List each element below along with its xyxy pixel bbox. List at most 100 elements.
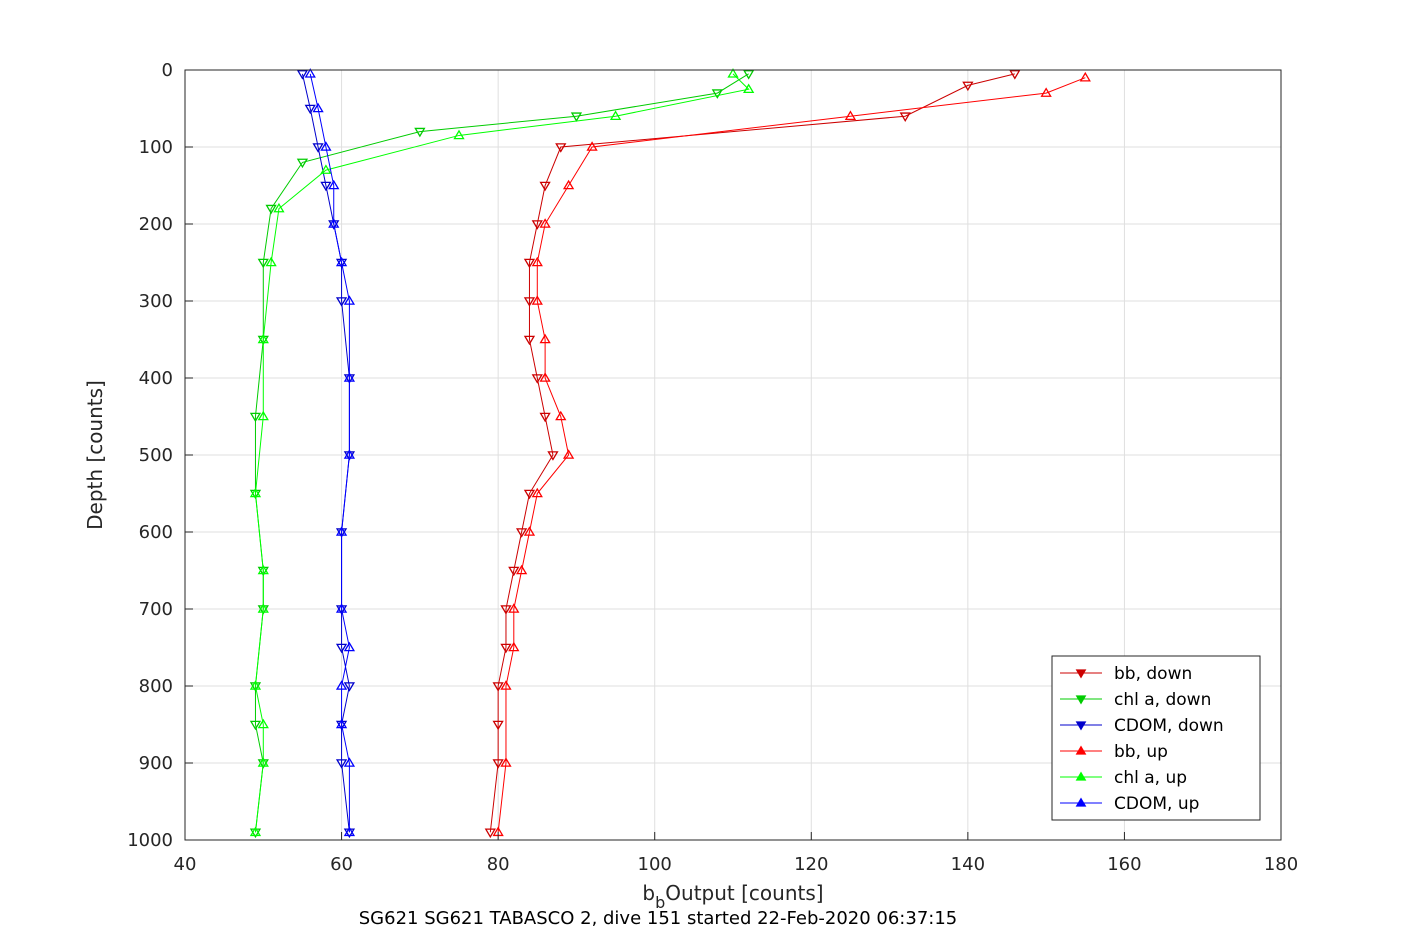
data-point (273, 202, 285, 213)
data-point (312, 102, 324, 113)
data-point (320, 164, 332, 174)
data-point (539, 333, 551, 344)
y-tick-label: 300 (139, 291, 173, 312)
data-point (743, 70, 755, 80)
y-axis-label: Depth [counts] (83, 380, 107, 530)
data-point (265, 256, 277, 267)
data-point (1040, 87, 1052, 97)
data-point (343, 295, 356, 305)
y-tick-label: 800 (139, 676, 173, 697)
legend-item: CDOM, up (1060, 794, 1199, 814)
series-cdom-up (304, 68, 356, 837)
data-point (844, 110, 857, 120)
legend-marker (1075, 745, 1087, 755)
data-point (257, 258, 269, 269)
x-tick-label: 100 (638, 854, 672, 875)
data-point (343, 449, 356, 459)
data-point (335, 258, 348, 269)
legend-label: bb, up (1114, 742, 1168, 762)
series-line (254, 73, 749, 833)
data-point (523, 489, 536, 500)
y-tick-label: 200 (139, 214, 173, 235)
data-point (523, 297, 536, 307)
x-tick-label: 140 (951, 854, 985, 875)
data-point (335, 680, 348, 690)
data-point (586, 141, 598, 151)
legend-marker (1075, 797, 1087, 807)
data-point (609, 110, 622, 120)
x-tick-label: 180 (1264, 854, 1298, 875)
y-tick-label: 0 (162, 60, 173, 81)
data-point (1009, 70, 1021, 80)
legend-label: CDOM, down (1114, 716, 1224, 736)
x-tick-label: 60 (330, 854, 353, 875)
series-line (497, 77, 1086, 833)
series-bb-down (484, 70, 1021, 839)
data-point (343, 372, 356, 382)
data-point (335, 526, 348, 536)
data-point (515, 564, 528, 575)
data-point (249, 412, 262, 423)
data-point (414, 127, 426, 138)
legend-label: bb, down (1114, 664, 1192, 684)
data-point (508, 641, 520, 652)
legend-item: CDOM, down (1060, 716, 1224, 736)
data-point (539, 181, 551, 192)
y-tick-label: 1000 (127, 830, 173, 851)
legend-item: chl a, down (1060, 690, 1211, 710)
legend-marker (1075, 771, 1087, 781)
legend-label: CDOM, up (1114, 794, 1199, 814)
legend-item: chl a, up (1060, 768, 1187, 788)
data-point (257, 603, 269, 613)
series-line (309, 73, 350, 833)
data-point (547, 451, 559, 461)
data-point (343, 641, 356, 652)
data-point (343, 826, 356, 837)
x-axis-label-main: b (642, 881, 655, 905)
data-point (484, 828, 496, 839)
legend-label: chl a, up (1114, 768, 1187, 788)
data-point (296, 70, 309, 80)
data-point (500, 643, 512, 654)
legend-marker (1075, 695, 1087, 705)
data-point (335, 256, 348, 267)
y-tick-label: 700 (139, 599, 173, 620)
data-point (899, 112, 911, 122)
legend-item: bb, down (1060, 664, 1192, 684)
data-point (257, 410, 269, 421)
data-point (492, 759, 504, 769)
x-axis-label-subscript: b (655, 893, 665, 912)
series-line (254, 73, 750, 833)
data-point (570, 112, 583, 122)
data-point (257, 718, 269, 729)
y-tick-label: 100 (139, 137, 173, 158)
series-line (489, 73, 1015, 833)
series-bb-up (492, 71, 1091, 837)
data-point (304, 104, 316, 115)
data-point (500, 605, 512, 615)
data-point (531, 487, 543, 498)
data-point (335, 603, 348, 613)
data-point (335, 297, 348, 307)
y-tick-label: 400 (139, 368, 173, 389)
data-point (539, 412, 551, 423)
data-point (453, 129, 465, 140)
data-point (320, 141, 332, 151)
data-point (500, 757, 512, 767)
data-point (515, 528, 528, 538)
data-point (257, 757, 269, 767)
legend-marker (1075, 721, 1087, 731)
data-point (508, 566, 520, 577)
data-point (531, 374, 543, 384)
data-point (328, 179, 340, 190)
series-chl-a-up (249, 68, 755, 837)
x-tick-label: 40 (174, 854, 197, 875)
data-point (539, 372, 551, 382)
data-point (492, 682, 504, 692)
data-point (304, 68, 316, 78)
legend-label: chl a, down (1114, 690, 1211, 710)
plot-footer-title: SG621 SG621 TABASCO 2, dive 151 started … (359, 908, 958, 929)
data-point (531, 220, 543, 230)
data-point (531, 256, 543, 267)
